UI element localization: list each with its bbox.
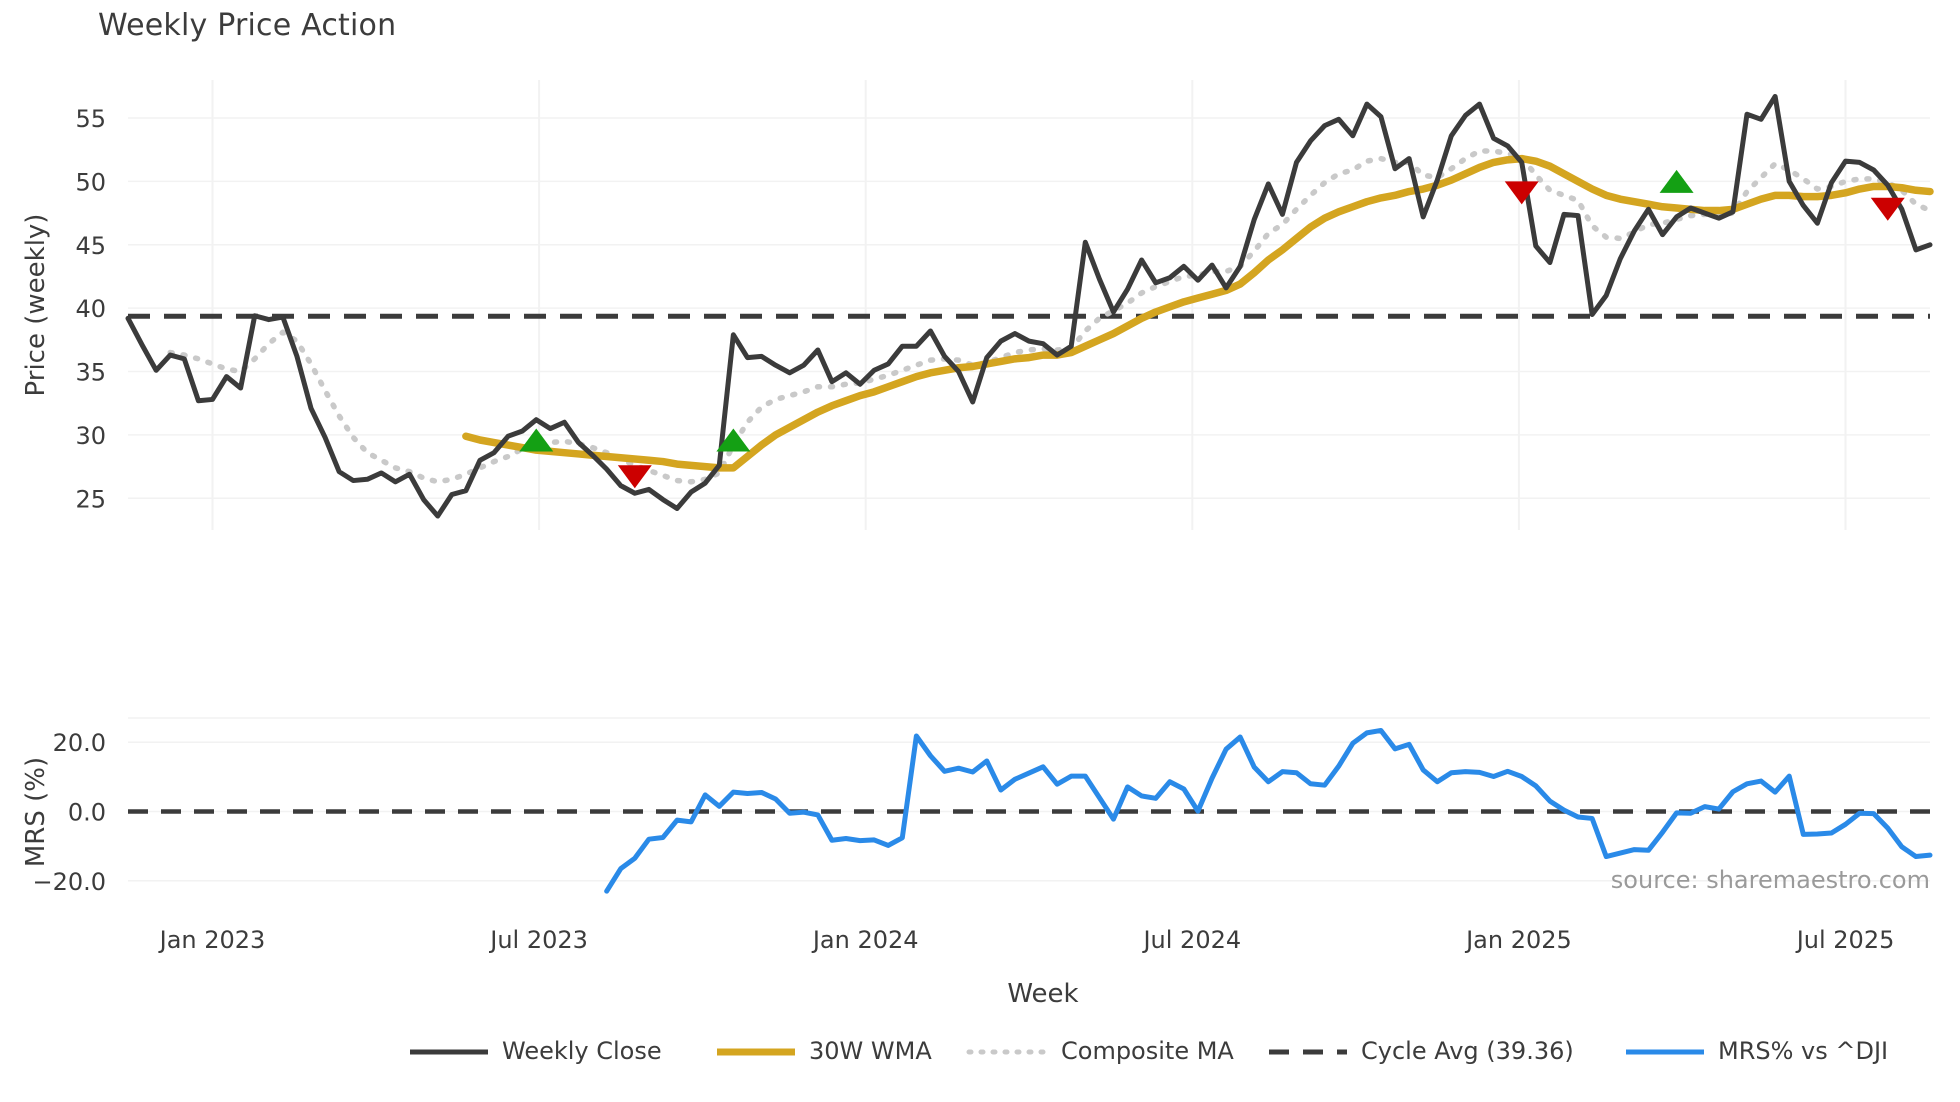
price-y-tick-labels: 25 30 35 40 45 50 55 (75, 105, 106, 513)
price-y-tick: 45 (75, 232, 106, 260)
buy-signal-marker (519, 428, 554, 452)
price-y-tick: 30 (75, 422, 106, 450)
legend-item-composite-ma[interactable]: Composite MA (966, 1037, 1234, 1065)
mrs-y-tick: 0.0 (68, 799, 106, 827)
x-tick-labels: Jan 2023 Jul 2023 Jan 2024 Jul 2024 Jan 2025… (158, 926, 1895, 954)
weekly-close-line (125, 93, 1933, 519)
mrs-panel: 20.0 0.0 −20.0 MRS (%) source: sharemaestr… (21, 717, 1933, 896)
legend-item-30w-wma[interactable]: 30W WMA (717, 1037, 932, 1065)
mrs-axis-title: MRS (%) (21, 757, 51, 867)
sell-signal-marker (1870, 197, 1905, 221)
price-y-tick: 50 (75, 168, 106, 196)
price-panel: 25 30 35 40 45 50 55 Price (weekly) (21, 80, 1934, 530)
legend-label: Weekly Close (502, 1037, 662, 1065)
price-gridlines (128, 80, 1930, 530)
x-tick-jan-2025: Jan 2025 (1464, 926, 1572, 954)
x-tick-jul-2023: Jul 2023 (488, 926, 588, 954)
x-tick-jan-2024: Jan 2024 (811, 926, 919, 954)
mrs-y-tick: −20.0 (32, 868, 106, 896)
legend-label: Composite MA (1061, 1037, 1234, 1065)
price-y-tick: 55 (75, 105, 106, 133)
price-y-tick: 40 (75, 295, 106, 323)
sell-signal-marker (1504, 181, 1539, 205)
chart-title: Weekly Price Action (98, 8, 397, 43)
price-axis-title: Price (weekly) (21, 214, 51, 397)
x-axis: Jan 2023 Jul 2023 Jan 2024 Jul 2024 Jan 2025… (158, 926, 1895, 1009)
mrs-gridlines (128, 717, 1930, 882)
legend-label: MRS% vs ^DJI (1718, 1037, 1888, 1065)
chart-legend: Weekly Close 30W WMA Composite MA Cycle Avg… (410, 1037, 1888, 1065)
legend-item-mrs-vs-dji[interactable]: MRS% vs ^DJI (1626, 1037, 1888, 1065)
signal-markers (519, 169, 1905, 489)
buy-signal-marker (716, 428, 751, 452)
wma-30w-line (462, 154, 1934, 472)
mrs-line (604, 727, 1933, 894)
x-axis-title: Week (1007, 979, 1078, 1009)
legend-item-cycle-avg-39-36[interactable]: Cycle Avg (39.36) (1269, 1037, 1574, 1065)
legend-label: Cycle Avg (39.36) (1361, 1037, 1574, 1065)
legend-item-weekly-close[interactable]: Weekly Close (410, 1037, 662, 1065)
x-tick-jul-2025: Jul 2025 (1795, 926, 1895, 954)
legend-label: 30W WMA (809, 1037, 932, 1065)
x-tick-jul-2024: Jul 2024 (1141, 926, 1241, 954)
price-y-tick: 25 (75, 485, 106, 513)
x-tick-jan-2023: Jan 2023 (158, 926, 266, 954)
mrs-y-tick: 20.0 (53, 729, 106, 757)
buy-signal-marker (1659, 169, 1694, 193)
mrs-y-tick-labels: 20.0 0.0 −20.0 (32, 729, 106, 896)
price-y-tick: 35 (75, 359, 106, 387)
source-watermark: source: sharemaestro.com (1611, 866, 1930, 894)
sell-signal-marker (617, 465, 652, 489)
